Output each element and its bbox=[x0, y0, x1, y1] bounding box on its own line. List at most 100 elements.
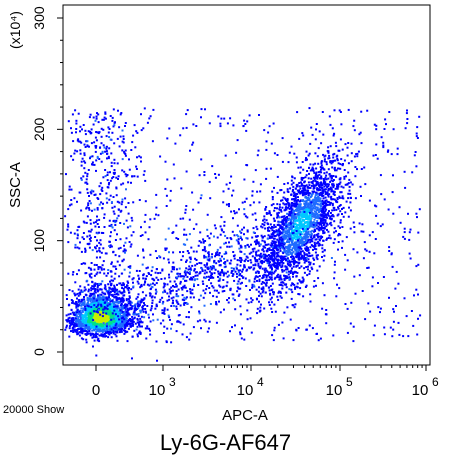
event-dot bbox=[296, 255, 299, 258]
event-dot bbox=[277, 254, 280, 257]
event-dot bbox=[253, 277, 256, 280]
event-dot bbox=[298, 267, 301, 269]
event-dot bbox=[111, 320, 114, 323]
event-dot bbox=[336, 197, 339, 199]
event-dot bbox=[159, 322, 162, 325]
event-dot bbox=[237, 287, 240, 290]
event-dot bbox=[130, 319, 133, 322]
event-dot bbox=[92, 334, 95, 337]
event-dot bbox=[258, 286, 260, 289]
event-dot bbox=[272, 203, 275, 206]
event-dot bbox=[268, 289, 271, 292]
event-dot bbox=[101, 302, 104, 305]
event-dot bbox=[191, 292, 194, 295]
event-dot bbox=[290, 253, 293, 256]
event-dot bbox=[128, 271, 131, 274]
event-dot bbox=[250, 251, 253, 254]
event-dot bbox=[110, 306, 113, 309]
event-dot bbox=[179, 280, 182, 283]
event-dot bbox=[109, 291, 112, 293]
event-dot bbox=[302, 237, 305, 240]
event-dot bbox=[278, 206, 281, 209]
event-dot bbox=[175, 305, 178, 308]
event-dot bbox=[94, 291, 97, 294]
event-dot bbox=[300, 281, 303, 284]
event-dot bbox=[332, 193, 335, 195]
event-dot bbox=[293, 260, 295, 262]
event-dot bbox=[90, 311, 93, 314]
event-dot bbox=[140, 309, 143, 312]
event-dot bbox=[320, 223, 322, 226]
event-dot bbox=[129, 300, 132, 303]
event-dot bbox=[295, 192, 298, 195]
event-dot bbox=[259, 243, 262, 246]
event-dot bbox=[209, 232, 212, 235]
event-dot bbox=[228, 245, 231, 248]
event-dot bbox=[344, 183, 347, 186]
event-dot bbox=[325, 202, 328, 205]
event-dot bbox=[115, 309, 118, 312]
event-dot bbox=[239, 305, 242, 308]
event-dot bbox=[279, 247, 282, 250]
event-dot bbox=[320, 182, 323, 185]
event-dot bbox=[215, 301, 218, 303]
event-dot bbox=[283, 237, 286, 240]
event-dot bbox=[299, 241, 302, 243]
event-dot bbox=[115, 306, 118, 309]
event-dot bbox=[89, 298, 92, 301]
event-dot bbox=[163, 307, 166, 310]
event-dot bbox=[129, 318, 132, 320]
event-dot bbox=[325, 178, 328, 181]
event-dot bbox=[93, 339, 96, 342]
event-dot bbox=[254, 212, 257, 215]
event-dot bbox=[299, 203, 302, 206]
event-dot bbox=[193, 283, 195, 286]
event-dot bbox=[298, 224, 300, 226]
event-dot bbox=[297, 218, 300, 221]
event-dot bbox=[85, 311, 88, 314]
event-dot bbox=[335, 230, 337, 233]
event-dot bbox=[332, 179, 335, 181]
event-dot bbox=[184, 279, 186, 282]
event-dot bbox=[318, 193, 321, 195]
event-dot bbox=[207, 251, 210, 254]
event-dot bbox=[316, 174, 319, 177]
event-dot bbox=[272, 293, 275, 296]
event-dot bbox=[280, 296, 283, 299]
event-dot bbox=[310, 184, 313, 187]
event-dot bbox=[338, 195, 341, 198]
event-dot bbox=[293, 261, 296, 264]
event-dot bbox=[93, 321, 96, 324]
event-dot bbox=[96, 325, 99, 328]
event-dot bbox=[268, 210, 271, 213]
event-dot bbox=[109, 320, 112, 323]
event-dot bbox=[293, 197, 296, 200]
event-dot bbox=[342, 163, 344, 165]
event-dot bbox=[327, 230, 330, 233]
event-dot bbox=[91, 298, 94, 301]
event-dot bbox=[239, 313, 242, 316]
event-dot bbox=[296, 247, 299, 250]
event-dot bbox=[267, 257, 270, 260]
event-dot bbox=[288, 288, 291, 291]
event-dot bbox=[289, 206, 292, 209]
event-dot bbox=[80, 307, 83, 310]
event-dot bbox=[294, 303, 297, 306]
event-dot bbox=[208, 287, 211, 289]
event-dot bbox=[288, 241, 291, 243]
event-dot bbox=[271, 311, 274, 313]
event-dot bbox=[85, 326, 88, 329]
event-dot bbox=[181, 288, 184, 291]
event-dot bbox=[117, 300, 120, 303]
event-dot bbox=[315, 227, 318, 230]
event-dot bbox=[81, 329, 84, 332]
event-dot bbox=[334, 141, 337, 144]
event-dot bbox=[263, 215, 266, 218]
event-dot bbox=[119, 300, 122, 303]
event-dot bbox=[77, 294, 80, 297]
event-dot bbox=[296, 232, 299, 235]
event-dot bbox=[299, 213, 302, 216]
event-dot bbox=[282, 223, 285, 226]
event-dot bbox=[316, 193, 319, 196]
event-dot bbox=[74, 321, 77, 324]
